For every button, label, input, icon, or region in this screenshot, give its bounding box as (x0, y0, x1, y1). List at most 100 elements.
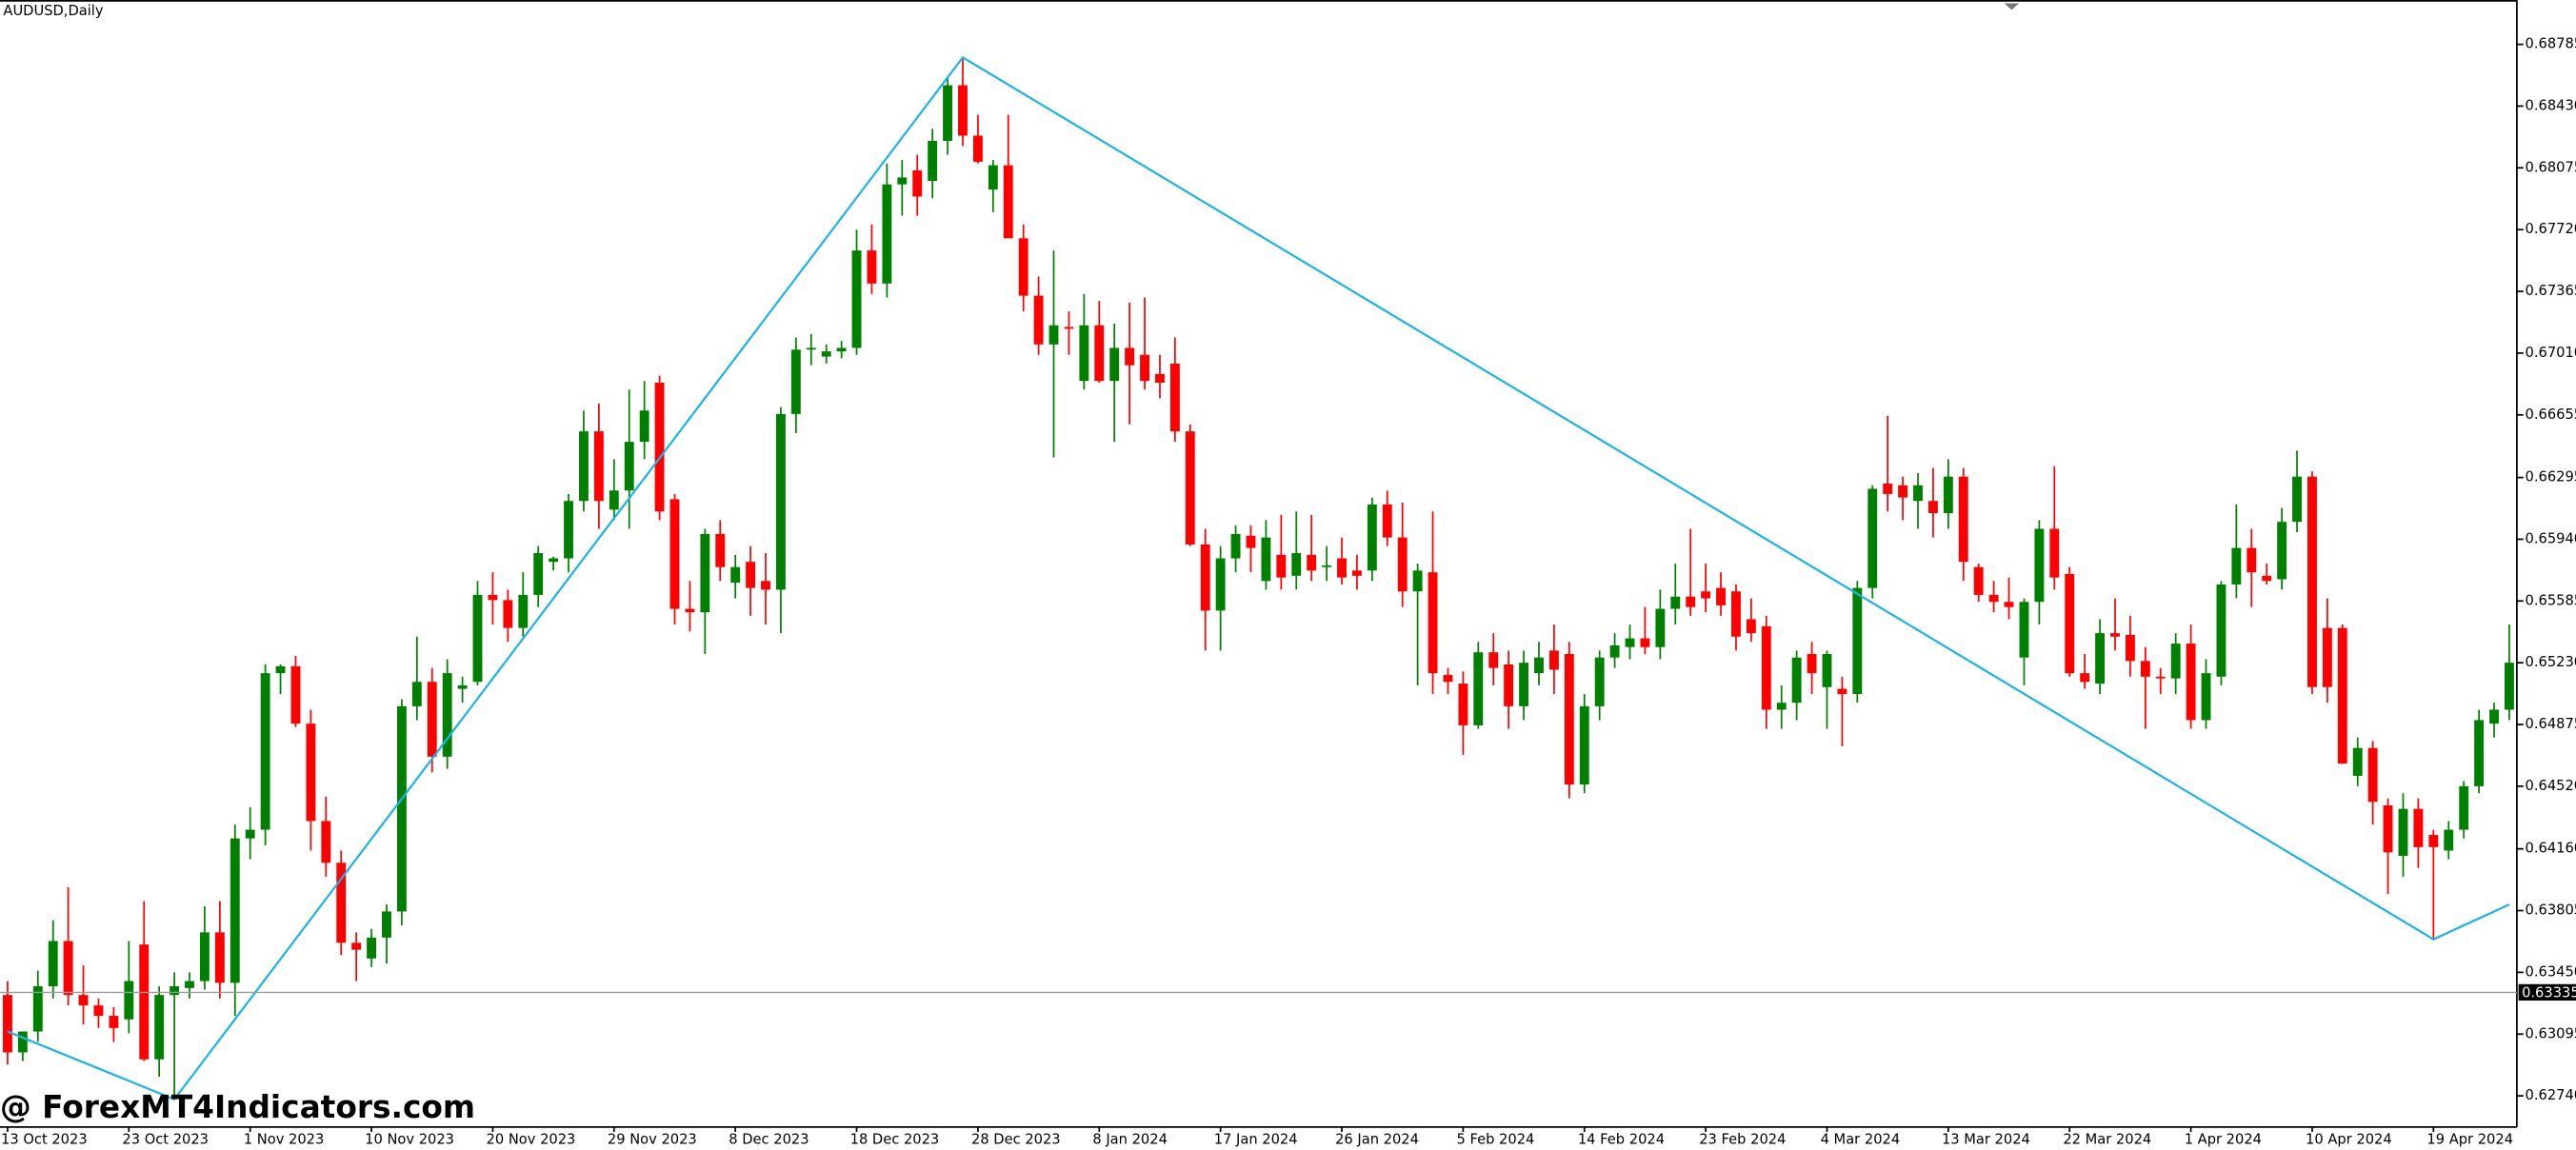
x-tick-label: 10 Nov 2023 (365, 1132, 454, 1148)
candle-body (1761, 625, 1771, 710)
candle-body (1670, 596, 1681, 609)
candle-body (2019, 602, 2029, 658)
candle-body (306, 724, 316, 822)
candle-body (1428, 572, 1438, 674)
candle-body (1548, 650, 1559, 670)
candle-body (2049, 528, 2060, 578)
candle-body (1246, 535, 1256, 548)
candle-body (1140, 354, 1149, 382)
candle-body (1200, 544, 1210, 611)
candle-body (3, 995, 12, 1053)
x-tick-label: 28 Dec 2023 (971, 1132, 1061, 1148)
candle-body (821, 351, 831, 357)
candle-body (2231, 547, 2242, 585)
x-tick-label: 10 Apr 2024 (2306, 1132, 2392, 1148)
candle-body (1625, 638, 1635, 647)
x-tick-label: 13 Mar 2024 (1942, 1132, 2030, 1148)
candle-body (109, 1016, 119, 1028)
candle-body (2095, 633, 2106, 684)
candle-body (396, 705, 407, 912)
candle-body (48, 941, 58, 987)
candle-body (1169, 363, 1180, 432)
x-tick-label: 23 Oct 2023 (122, 1132, 209, 1148)
candle-body (867, 250, 877, 284)
candle-body (1534, 657, 1544, 674)
candle-body (1307, 554, 1317, 571)
candle-body (2186, 644, 2196, 721)
x-tick-label: 22 Mar 2024 (2063, 1132, 2151, 1148)
candle-body (1337, 558, 1347, 578)
candle-body (897, 177, 908, 185)
candle-body (1927, 501, 1938, 514)
candle-body (1807, 654, 1817, 674)
candle-body (367, 937, 377, 959)
candle-body (2322, 627, 2332, 687)
candle-body (1504, 664, 1514, 706)
candle-body (2262, 575, 2272, 582)
candle-body (882, 184, 892, 284)
candle-body (78, 995, 89, 1006)
candle-body (1898, 485, 1908, 498)
candle-body (700, 533, 710, 613)
candle-body (275, 665, 286, 674)
x-tick-label: 4 Mar 2024 (1821, 1132, 1901, 1148)
candle-body (1018, 238, 1028, 296)
candle-body (533, 553, 544, 595)
candle-body (1215, 558, 1226, 611)
candle-body (63, 941, 73, 996)
y-tick-label: 0.68785 (2526, 36, 2576, 52)
y-tick-label: 0.66655 (2526, 406, 2576, 423)
candle-body (427, 682, 437, 757)
candle-body (2034, 528, 2045, 603)
candle-body (2201, 673, 2211, 721)
candle-body (139, 944, 150, 1060)
candle-body (2125, 634, 2135, 662)
candle-body (972, 135, 983, 162)
x-tick-label: 29 Nov 2023 (608, 1132, 697, 1148)
candle-body (17, 1031, 28, 1053)
candle-body (669, 499, 680, 609)
candle-body (442, 673, 452, 757)
candle-body (503, 600, 513, 628)
candle-body (2004, 602, 2014, 607)
candle-body (1367, 504, 1377, 571)
zigzag-line (7, 55, 2510, 1101)
y-tick-label: 0.63805 (2526, 902, 2576, 919)
candle-body (2444, 829, 2454, 851)
candle-body (1746, 619, 1756, 634)
candle-body (32, 986, 43, 1032)
y-tick-label: 0.65585 (2526, 592, 2576, 608)
plot-area (0, 43, 2524, 1133)
candle-body (1716, 587, 1726, 605)
current-price-label: 0.63335 (2522, 984, 2576, 1001)
candle-body (2277, 522, 2287, 580)
candle-body (93, 1005, 104, 1017)
candle-body (1837, 688, 1847, 695)
candle-body (1822, 654, 1832, 687)
candle-body (2459, 785, 2469, 830)
candle-body (790, 349, 801, 414)
candle-body (836, 347, 847, 352)
candle-body (1564, 654, 1574, 785)
candle-body (1867, 488, 1878, 588)
candle-body (124, 981, 134, 1020)
candle-body (2504, 663, 2514, 710)
candle-body (488, 594, 498, 601)
candle-body (518, 594, 529, 628)
candle-body (761, 581, 770, 590)
candle-body (1458, 684, 1468, 725)
candle-body (170, 986, 180, 996)
candle-body (1397, 537, 1408, 592)
x-tick-label: 19 Apr 2024 (2426, 1132, 2513, 1148)
candle-body (1261, 537, 1271, 582)
candle-body (1048, 325, 1059, 345)
candle-body (2170, 644, 2181, 679)
candle-body (1351, 570, 1362, 576)
